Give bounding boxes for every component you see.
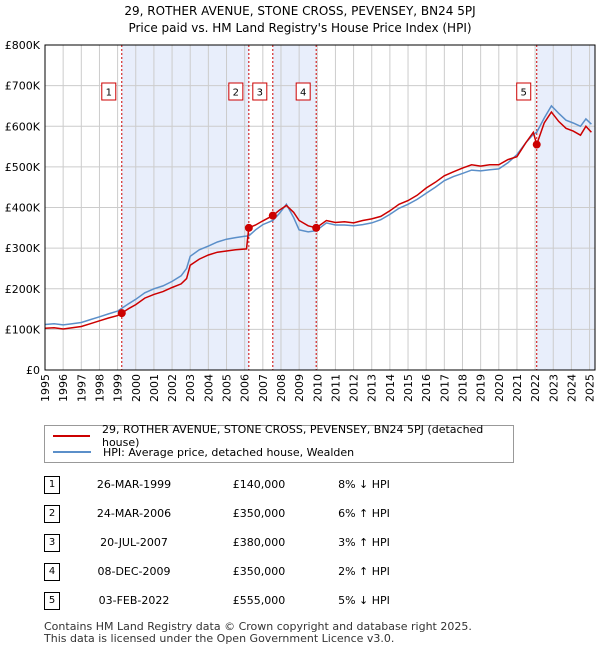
- x-tick-label: 2009: [293, 374, 306, 402]
- x-tick-label: 2003: [184, 374, 197, 402]
- x-tick-label: 2017: [438, 374, 451, 402]
- transaction-number: 3: [44, 533, 60, 552]
- transaction-date: 24-MAR-2006: [96, 507, 172, 520]
- sale-label: 2: [233, 88, 239, 99]
- transaction-row: 5 03-FEB-2022 £555,000 5% ↓ HPI: [44, 586, 414, 615]
- x-tick-label: 1999: [112, 374, 125, 402]
- legend-label-hpi: HPI: Average price, detached house, Weal…: [103, 445, 355, 459]
- transaction-number: 4: [44, 562, 60, 581]
- sale-point: [532, 140, 541, 149]
- y-tick-label: £100K: [5, 323, 41, 336]
- x-tick-label: 2006: [239, 374, 252, 402]
- hpi-line: [44, 104, 592, 326]
- transaction-hpi: 8% ↓ HPI: [338, 478, 390, 491]
- footer-licence: This data is licensed under the Open Gov…: [44, 632, 395, 645]
- x-tick-label: 2012: [348, 374, 361, 402]
- x-tick-label: 2013: [366, 374, 379, 402]
- plot-frame: [44, 44, 596, 371]
- footer: Contains HM Land Registry data © Crown c…: [44, 621, 472, 645]
- transaction-hpi: 2% ↑ HPI: [338, 565, 390, 578]
- chart-title: 29, ROTHER AVENUE, STONE CROSS, PEVENSEY…: [124, 4, 476, 18]
- legend-item-property: 29, ROTHER AVENUE, STONE CROSS, PEVENSEY…: [53, 423, 513, 449]
- x-tick-label: 2010: [311, 374, 324, 402]
- price-chart: 1 2 3 4 5 £0 £100K £200K £300K £400K £500K £600K £70…: [5, 39, 597, 402]
- transaction-hpi: 6% ↑ HPI: [338, 507, 390, 520]
- transaction-row: 1 26-MAR-1999 £140,000 8% ↓ HPI: [44, 470, 414, 499]
- legend-swatch-property: [53, 435, 90, 437]
- x-tick-label: 2005: [221, 374, 234, 402]
- transaction-price: £380,000: [232, 536, 286, 549]
- sale-label: 4: [300, 88, 306, 99]
- x-tick-label: 2019: [475, 374, 488, 402]
- y-tick-label: £0: [26, 364, 40, 377]
- sale-label-box: [295, 82, 311, 101]
- transaction-hpi: 5% ↓ HPI: [338, 594, 390, 607]
- y-tick-label: £800K: [5, 39, 41, 52]
- sale-point: [268, 211, 277, 220]
- x-tick-label: 2025: [584, 374, 597, 402]
- x-tick-label: 2016: [420, 374, 433, 402]
- legend-label-property: 29, ROTHER AVENUE, STONE CROSS, PEVENSEY…: [101, 423, 484, 449]
- x-tick-label: 2008: [275, 374, 288, 402]
- sale-label: 1: [106, 88, 112, 99]
- y-tick-label: £300K: [5, 242, 41, 255]
- transaction-date: 20-JUL-2007: [100, 536, 168, 549]
- sale-label-box: [101, 82, 117, 101]
- x-tick-label: 2007: [257, 374, 270, 402]
- transaction-date: 03-FEB-2022: [98, 594, 170, 607]
- sale-label-box: [516, 82, 532, 101]
- x-tick-label: 2018: [456, 374, 469, 402]
- transaction-number: 5: [44, 591, 60, 610]
- sale-label-box: [252, 82, 268, 101]
- transaction-row: 2 24-MAR-2006 £350,000 6% ↑ HPI: [44, 499, 414, 528]
- x-tick-label: 2022: [529, 374, 542, 402]
- sale-label: 5: [521, 88, 527, 99]
- y-tick-label: £500K: [5, 161, 41, 174]
- property-price-line: [44, 110, 592, 330]
- x-tick-label: 2004: [202, 374, 215, 402]
- x-tick-label: 2023: [547, 374, 560, 402]
- transactions-table: 1 26-MAR-1999 £140,000 8% ↓ HPI 2 24-MAR-2006…: [44, 470, 414, 615]
- transaction-price: £555,000: [232, 594, 286, 607]
- sale-point: [244, 223, 253, 232]
- x-tick-label: 2011: [329, 374, 342, 402]
- y-tick-label: £600K: [5, 120, 41, 133]
- transaction-row: 3 20-JUL-2007 £380,000 3% ↑ HPI: [44, 528, 414, 557]
- x-tick-label: 2002: [166, 374, 179, 402]
- x-tick-label: 1995: [39, 374, 52, 402]
- x-tick-label: 2015: [402, 374, 415, 402]
- sale-point: [312, 223, 321, 232]
- x-tick-label: 2000: [130, 374, 143, 402]
- x-tick-label: 2024: [565, 374, 578, 402]
- y-tick-label: £700K: [5, 80, 41, 93]
- transaction-number: 1: [44, 475, 60, 494]
- transaction-row: 4 08-DEC-2009 £350,000 2% ↑ HPI: [44, 557, 414, 586]
- x-tick-label: 1998: [93, 374, 106, 402]
- x-tick-label: 2014: [384, 374, 397, 402]
- x-tick-label: 1996: [57, 374, 70, 402]
- x-tick-label: 2020: [493, 374, 506, 402]
- x-tick-label: 1997: [75, 374, 88, 402]
- legend-swatch-hpi: [53, 451, 91, 453]
- legend-item-hpi: HPI: Average price, detached house, Weal…: [53, 444, 354, 460]
- y-tick-label: £400K: [5, 202, 41, 215]
- footer-copyright: Contains HM Land Registry data © Crown c…: [44, 620, 472, 633]
- transaction-date: 26-MAR-1999: [96, 478, 172, 491]
- transaction-date: 08-DEC-2009: [97, 565, 171, 578]
- x-tick-label: 2021: [511, 374, 524, 402]
- transaction-number: 2: [44, 504, 60, 523]
- chart-subtitle: Price paid vs. HM Land Registry's House …: [128, 21, 472, 35]
- legend: 29, ROTHER AVENUE, STONE CROSS, PEVENSEY…: [44, 423, 514, 463]
- transaction-price: £140,000: [232, 478, 286, 491]
- y-tick-label: £200K: [5, 283, 41, 296]
- transaction-hpi: 3% ↑ HPI: [338, 536, 390, 549]
- sale-label: 3: [257, 88, 263, 99]
- sale-label-box: [228, 82, 244, 101]
- x-tick-label: 2001: [148, 374, 161, 402]
- transaction-price: £350,000: [232, 565, 286, 578]
- sale-point: [117, 309, 126, 318]
- transaction-price: £350,000: [232, 507, 286, 520]
